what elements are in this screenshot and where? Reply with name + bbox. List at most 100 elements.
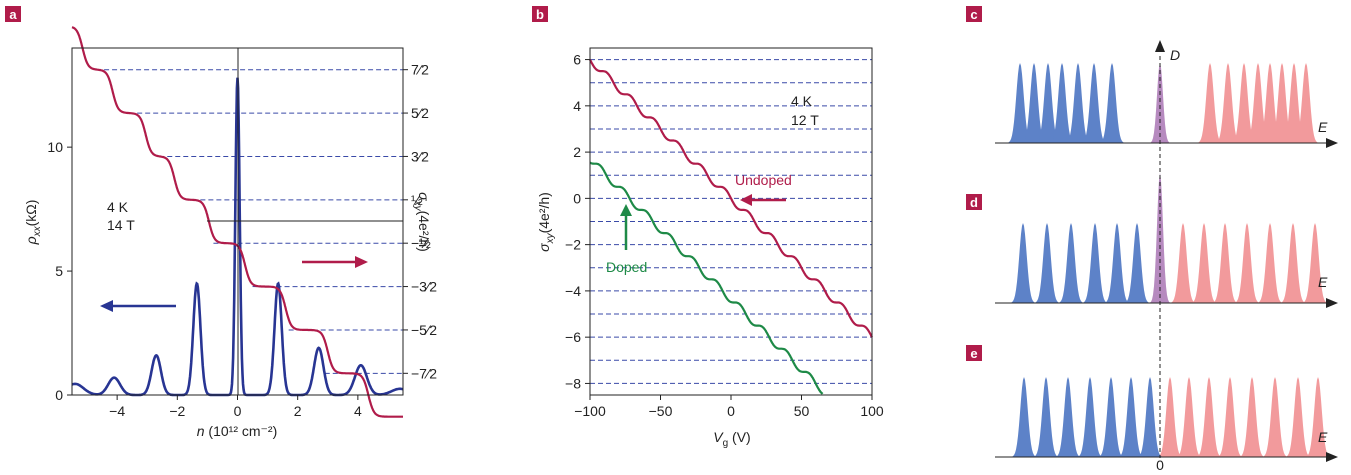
panel-d-dos bbox=[995, 173, 1338, 308]
dos-blue-peak bbox=[1125, 223, 1149, 303]
panel-a-x-tick-label: 0 bbox=[234, 403, 242, 419]
panel-b-y-tick-label: −8 bbox=[565, 375, 581, 391]
dos-red-peak bbox=[1240, 377, 1264, 457]
dos-red-peak bbox=[1281, 223, 1305, 303]
panel-a-label-bg bbox=[5, 6, 21, 22]
panel-b-label-bg bbox=[532, 6, 548, 22]
panel-a-label: a bbox=[9, 7, 17, 22]
panel-b-x-tick-label: −50 bbox=[649, 403, 673, 419]
dos-blue-peak bbox=[1012, 377, 1036, 457]
dos-red-peak bbox=[1294, 63, 1318, 143]
cde-D-axis-arrow bbox=[1155, 40, 1165, 52]
panel-a: a −4 −2 0 2 4 0 5 10 7⁄2 5⁄2 3⁄2 ½ −½ −3⁄2 −5⁄2 −7⁄2 4 … bbox=[5, 6, 437, 439]
dos-red-peak bbox=[1235, 223, 1259, 303]
panel-b-label: b bbox=[536, 7, 544, 22]
panel-b-x-tick-label: 0 bbox=[727, 403, 735, 419]
panel-b-y-tick-label: 2 bbox=[573, 144, 581, 160]
dos-blue-peak bbox=[1034, 377, 1058, 457]
panel-a-y-tick-label: 10 bbox=[47, 139, 63, 155]
panel-a-right-tick-label: −7⁄2 bbox=[411, 365, 437, 381]
panel-a-right-tick-label: −½ bbox=[411, 235, 431, 251]
panel-c-label: c bbox=[970, 7, 977, 22]
panel-b-y-tick-label: 6 bbox=[573, 52, 581, 68]
panel-a-right-tick-label: ½ bbox=[411, 192, 423, 208]
panel-e-label-bg bbox=[966, 345, 982, 361]
dos-blue-peak bbox=[1050, 63, 1074, 143]
panel-d-label: d bbox=[970, 195, 978, 210]
panel-e-dos bbox=[995, 377, 1338, 462]
dos-red-peak bbox=[1177, 377, 1201, 457]
panel-b-y-tick-label: −2 bbox=[565, 237, 581, 253]
panel-a-right-axis-label: σxy(4e²/h) bbox=[412, 192, 432, 252]
dos-red-peak bbox=[1216, 63, 1240, 143]
panel-c-dos bbox=[995, 63, 1338, 148]
panel-d-E-label: E bbox=[1318, 274, 1328, 290]
panel-b-y-tick-label: 4 bbox=[573, 98, 581, 114]
panel-a-x-axis-label: n (10¹² cm⁻²) bbox=[197, 423, 278, 439]
dos-blue-peak bbox=[1056, 377, 1080, 457]
dos-blue-peak bbox=[1082, 63, 1106, 143]
dos-red-peak bbox=[1192, 223, 1216, 303]
panel-a-right-tick-label: 7⁄2 bbox=[411, 62, 429, 78]
panel-a-annotation-field: 14 T bbox=[107, 217, 135, 233]
panel-a-right-tick-label: 3⁄2 bbox=[411, 148, 429, 164]
panel-e: e E 0 bbox=[966, 345, 1338, 473]
dos-blue-peak bbox=[1011, 223, 1035, 303]
panel-e-E-label: E bbox=[1318, 429, 1328, 445]
panel-b-doped-label: Doped bbox=[606, 259, 647, 275]
panel-b-y-tick-label: −6 bbox=[565, 329, 581, 345]
panel-b-annotation-temp: 4 K bbox=[791, 93, 813, 109]
dos-zero-peak bbox=[1150, 63, 1170, 143]
dos-blue-peak bbox=[1119, 377, 1143, 457]
dos-blue-peak bbox=[1008, 63, 1032, 143]
panel-b-doped-curve bbox=[589, 161, 824, 395]
dos-red-peak bbox=[1213, 223, 1237, 303]
dos-blue-peak bbox=[1099, 377, 1123, 457]
panel-a-arrow-right bbox=[302, 256, 368, 268]
panel-a-x-tick-label: 2 bbox=[294, 403, 302, 419]
panel-b-annotation-field: 12 T bbox=[791, 112, 819, 128]
dos-blue-peak bbox=[1036, 63, 1060, 143]
dos-energy-axis-arrow bbox=[1326, 138, 1338, 148]
panel-a-right-tick-label: −3⁄2 bbox=[411, 279, 437, 295]
dos-red-peak bbox=[1218, 377, 1242, 457]
dos-energy-axis-arrow bbox=[1326, 298, 1338, 308]
dos-blue-peak bbox=[1022, 63, 1046, 143]
dos-blue-peak bbox=[1035, 223, 1059, 303]
panel-b-doped-arrow bbox=[620, 204, 632, 250]
panel-e-label: e bbox=[970, 346, 977, 361]
panel-c-D-label: D bbox=[1170, 47, 1180, 63]
dos-red-peak bbox=[1197, 377, 1221, 457]
dos-blue-peak bbox=[1078, 377, 1102, 457]
panel-c-label-bg bbox=[966, 6, 982, 22]
panel-a-x-tick-label: −4 bbox=[109, 403, 125, 419]
panel-b-x-tick-label: 50 bbox=[794, 403, 810, 419]
panel-c: c D E bbox=[966, 6, 1338, 148]
panel-b-undoped-label: Undoped bbox=[735, 172, 792, 188]
panel-b-x-tick-label: −100 bbox=[574, 403, 606, 419]
panel-b-undoped-arrow bbox=[740, 194, 786, 206]
panel-a-ticks: −4 −2 0 2 4 0 5 10 7⁄2 5⁄2 3⁄2 ½ −½ −3⁄2 −5⁄2 −7⁄2 bbox=[47, 62, 437, 419]
dos-blue-peak bbox=[1083, 223, 1107, 303]
panel-a-left-axis-label: ρxx(kΩ) bbox=[23, 200, 43, 246]
panel-a-y-tick-label: 5 bbox=[55, 263, 63, 279]
panel-b-gridlines bbox=[590, 59, 872, 384]
dos-red-peak bbox=[1263, 377, 1287, 457]
panel-b-y-axis-label: σxy(4e²/h) bbox=[536, 192, 556, 252]
panel-b-y-tick-label: 0 bbox=[573, 190, 581, 206]
panel-e-zero-label: 0 bbox=[1156, 457, 1164, 473]
dos-red-peak bbox=[1286, 377, 1310, 457]
panel-b-x-tick-label: 100 bbox=[860, 403, 884, 419]
panel-b-curves bbox=[589, 59, 873, 395]
dos-blue-peak bbox=[1105, 223, 1129, 303]
panel-b-x-axis-label: Vg (V) bbox=[713, 429, 750, 449]
dos-energy-axis-arrow bbox=[1326, 452, 1338, 462]
panel-a-y-tick-label: 0 bbox=[55, 387, 63, 403]
panel-d: d E bbox=[966, 173, 1338, 308]
dos-red-peak bbox=[1158, 377, 1182, 457]
dos-red-peak bbox=[1306, 377, 1330, 457]
dos-blue-peak bbox=[1138, 377, 1162, 457]
panel-b-ticks: −100 −50 0 50 100 6 4 2 0 −2 −4 −6 −8 bbox=[565, 52, 884, 419]
panel-a-right-tick-label: 5⁄2 bbox=[411, 105, 429, 121]
